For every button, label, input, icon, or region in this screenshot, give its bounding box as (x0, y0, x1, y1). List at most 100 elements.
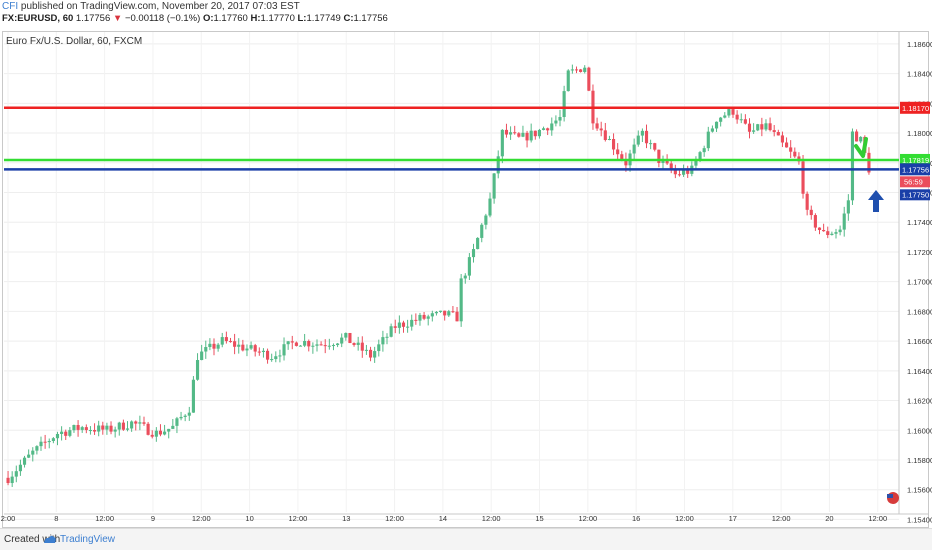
candle-body (356, 342, 360, 345)
candle-body (768, 123, 772, 131)
us-flag-canton (887, 494, 893, 498)
candle-body (270, 359, 274, 361)
candle-body (303, 341, 307, 346)
low-label: L: (297, 13, 307, 24)
candle-body (826, 231, 830, 236)
candle-body (113, 429, 117, 432)
candle-body (195, 360, 200, 380)
price-tag-label: 1.18170 (902, 104, 929, 113)
chart-frame (2, 31, 929, 528)
candle-body (216, 344, 220, 349)
candle-body (459, 278, 463, 322)
countdown-label: 56:59 (904, 177, 923, 186)
candle-body (661, 160, 665, 163)
candle-body (92, 430, 97, 432)
candle-body (298, 345, 303, 347)
candle-body (47, 441, 51, 443)
candle-body (574, 69, 579, 71)
candle-body (175, 418, 179, 426)
close-value: 1.17756 (353, 13, 388, 24)
candle-body (154, 430, 158, 437)
candle-body (101, 425, 105, 430)
price-tag-label: 1.17819 (902, 156, 929, 165)
candle-body (323, 345, 327, 347)
candle-body (739, 119, 743, 121)
candle-body (348, 332, 352, 344)
candlestick-chart[interactable]: 1.186001.184001.182001.180001.178001.176… (0, 0, 932, 528)
candle-body (669, 163, 673, 171)
candle-body (265, 350, 270, 360)
candle-body (331, 345, 336, 347)
open-label: O: (202, 13, 214, 24)
x-tick-label: 2:00 (1, 514, 16, 523)
candle-body (587, 67, 591, 91)
candle-body (616, 149, 620, 155)
x-tick-label: 12:00 (192, 514, 211, 523)
candle-body (39, 441, 43, 447)
candle-body (68, 430, 72, 436)
candle-body (200, 351, 204, 361)
candle-body (850, 131, 855, 201)
candle-body (550, 123, 554, 131)
candle-body (352, 343, 356, 345)
x-tick-label: 10 (245, 514, 253, 523)
candle-body (756, 124, 760, 131)
candle-body (620, 154, 624, 160)
candle-body (27, 454, 31, 458)
candle-body (760, 124, 764, 130)
x-tick-label: 9 (151, 514, 155, 523)
y-tick-label: 1.18000 (907, 129, 932, 138)
change-value: −0.00118 (−0.1%) (124, 13, 201, 24)
y-tick-label: 1.15800 (907, 456, 932, 465)
candle-body (735, 114, 739, 120)
candle-body (789, 147, 793, 152)
y-tick-label: 1.15400 (907, 515, 932, 524)
x-tick-label: 12:00 (578, 514, 597, 523)
candle-body (859, 136, 863, 142)
candle-body (867, 152, 871, 173)
brand-label[interactable]: CFI (2, 1, 19, 12)
candle-body (286, 341, 290, 345)
x-tick-label: 12:00 (675, 514, 694, 523)
candle-body (389, 326, 393, 337)
candle-body (401, 322, 406, 327)
candle-body (237, 344, 241, 347)
candle-body (76, 425, 80, 430)
candle-body (731, 109, 735, 115)
candle-body (467, 257, 471, 276)
candle-body (673, 170, 677, 175)
tradingview-brand-link[interactable]: TradingView (60, 534, 116, 545)
x-tick-label: 12:00 (95, 514, 114, 523)
candle-body (443, 310, 447, 316)
candle-body (496, 156, 500, 174)
candle-body (447, 311, 451, 316)
candle-body (434, 311, 439, 314)
candle-body (43, 441, 47, 443)
candle-body (653, 143, 657, 150)
candle-body (665, 160, 669, 164)
candle-body (752, 130, 756, 132)
candle-body (801, 161, 805, 194)
candle-body (109, 425, 113, 432)
candle-body (130, 421, 134, 429)
y-tick-label: 1.17000 (907, 278, 932, 287)
candle-body (377, 344, 381, 352)
candle-body (599, 128, 603, 131)
price-tag (900, 153, 930, 166)
candle-body (245, 348, 249, 351)
publish-line: CFI published on TradingView.com, Novemb… (2, 1, 300, 12)
candle-body (780, 135, 785, 143)
candle-body (35, 446, 39, 451)
candle-body (97, 425, 101, 432)
candle-body (51, 438, 55, 442)
footer-bar: Created with TradingView (0, 528, 932, 550)
candle-body (418, 314, 422, 321)
candle-body (694, 160, 698, 166)
x-tick-label: 16 (632, 514, 640, 523)
candle-body (224, 337, 228, 342)
candle-body (710, 128, 714, 132)
candle-body (410, 319, 414, 327)
ohlc-line: FX:EURUSD, 60 1.17756 ▼ −0.00118 (−0.1%)… (2, 13, 388, 24)
y-tick-label: 1.17400 (907, 218, 932, 227)
candle-body (311, 345, 315, 347)
